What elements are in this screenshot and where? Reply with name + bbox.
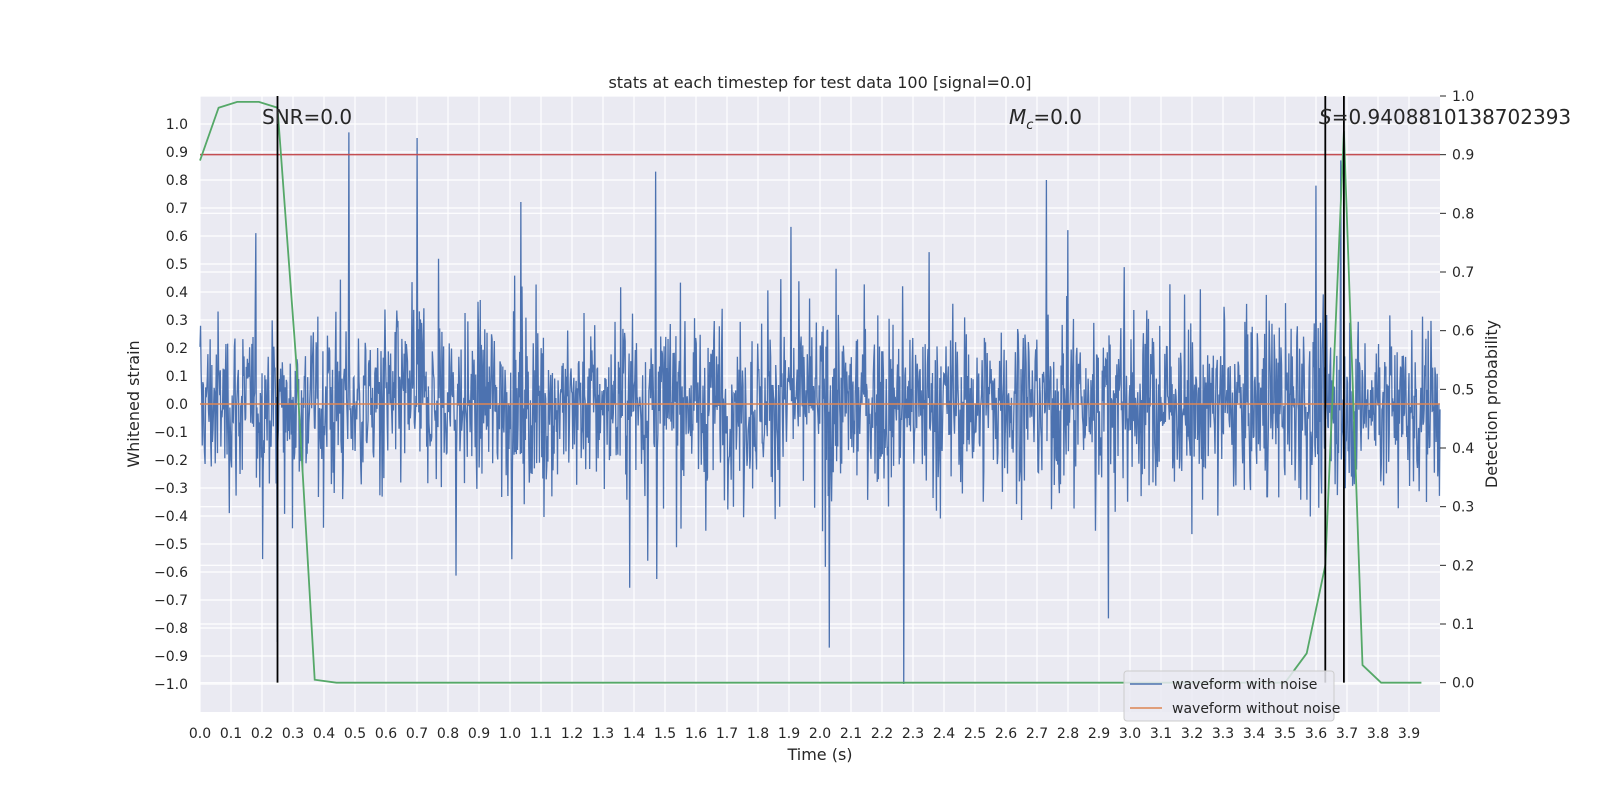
mc-annotation: Mc=0.0 xyxy=(1009,105,1082,133)
y-tick-label: −0.2 xyxy=(154,453,188,469)
y2-axis-label: Detection probability xyxy=(1482,320,1501,488)
y2-tick-label: 1.0 xyxy=(1452,89,1474,105)
y-axis-label: Whitened strain xyxy=(124,340,143,467)
y-tick-label: 0.0 xyxy=(166,397,188,413)
x-tick-label: 0.5 xyxy=(344,726,366,742)
legend-box xyxy=(1123,670,1335,722)
x-tick-label: 3.3 xyxy=(1212,726,1234,742)
y-tick-label: 0.6 xyxy=(166,229,188,245)
probability-line xyxy=(199,100,1422,684)
x-tick-label: 1.1 xyxy=(530,726,552,742)
x-axis-label: Time (s) xyxy=(786,745,852,764)
x-tick-label: 1.2 xyxy=(561,726,583,742)
x-tick-label: 1.8 xyxy=(747,726,769,742)
y-tick-label: 0.9 xyxy=(166,145,188,161)
x-tick-label: 0.7 xyxy=(406,726,428,742)
x-tick-label: 2.7 xyxy=(1026,726,1048,742)
y-tick-label: −0.5 xyxy=(154,537,188,553)
x-tick-label: 0.2 xyxy=(251,726,273,742)
y-tick-label: 0.7 xyxy=(166,201,188,217)
y-tick-label: 0.2 xyxy=(166,341,188,357)
y-tick-label: −0.6 xyxy=(154,565,188,581)
x-tick-label: 3.4 xyxy=(1243,726,1265,742)
y2-tick-label: 0.9 xyxy=(1452,148,1474,164)
snr-annotation: SNR=0.0 xyxy=(262,105,352,129)
legend: waveform with noise waveform without noi… xyxy=(1123,670,1340,722)
y-tick-label: −0.3 xyxy=(154,481,188,497)
x-tick-label: 0.4 xyxy=(313,726,335,742)
x-tick-label: 2.5 xyxy=(964,726,986,742)
y2-tick-label: 0.3 xyxy=(1452,500,1474,516)
x-tick-label: 2.0 xyxy=(809,726,831,742)
y-tick-label: 1.0 xyxy=(166,117,188,133)
legend-label-clean: waveform without noise xyxy=(1172,701,1340,717)
y-tick-label: −0.1 xyxy=(154,425,188,441)
x-tick-label: 1.0 xyxy=(499,726,521,742)
x-tick-label: 0.0 xyxy=(189,726,211,742)
x-tick-label: 2.9 xyxy=(1088,726,1110,742)
noise-waveform-line xyxy=(199,132,1441,685)
x-tick-label: 0.6 xyxy=(375,726,397,742)
x-tick-label: 3.1 xyxy=(1150,726,1172,742)
x-tick-label: 1.6 xyxy=(685,726,707,742)
x-tick-label: 0.3 xyxy=(282,726,304,742)
x-tick-label: 1.7 xyxy=(716,726,738,742)
x-tick-label: 3.6 xyxy=(1305,726,1327,742)
y-tick-label: −0.4 xyxy=(154,509,188,525)
x-tick-label: 2.4 xyxy=(933,726,955,742)
y-tick-label: −0.9 xyxy=(154,649,188,665)
x-tick-label: 2.2 xyxy=(871,726,893,742)
vertical-markers xyxy=(276,96,1345,683)
y-tick-label: 0.5 xyxy=(166,257,188,273)
x-tick-label: 3.0 xyxy=(1119,726,1141,742)
y-tick-label: 0.4 xyxy=(166,285,188,301)
y-tick-labels: 1.0 0.9 0.8 0.7 0.6 0.5 0.4 0.3 0.2 0.1 0.0 −0.1 −0.… xyxy=(154,117,188,693)
x-tick-label: 3.2 xyxy=(1181,726,1203,742)
y-tick-label: −0.7 xyxy=(154,593,188,609)
y2-tick-label: 0.0 xyxy=(1452,676,1474,692)
y2-tick-label: 0.6 xyxy=(1452,324,1474,340)
noise-series xyxy=(199,132,1441,685)
y2-tick-label: 0.5 xyxy=(1452,382,1474,398)
y2-tick-label: 0.8 xyxy=(1452,206,1474,222)
x-tick-label: 3.9 xyxy=(1398,726,1420,742)
y-tick-label: 0.1 xyxy=(166,369,188,385)
x-tick-labels: 0.0 0.1 0.2 0.3 0.4 0.5 0.6 0.7 0.8 0.9 1.0 1.1 1.2 1… xyxy=(189,726,1420,742)
x-tick-label: 1.5 xyxy=(654,726,676,742)
x-tick-label: 2.6 xyxy=(995,726,1017,742)
x-tick-label: 3.5 xyxy=(1274,726,1296,742)
x-tick-label: 3.8 xyxy=(1367,726,1389,742)
y2-tick-label: 0.4 xyxy=(1452,441,1474,457)
y-tick-label: −0.8 xyxy=(154,621,188,637)
y-tick-label: 0.3 xyxy=(166,313,188,329)
x-tick-label: 1.9 xyxy=(778,726,800,742)
x-tick-label: 2.3 xyxy=(902,726,924,742)
y-tick-label: 0.8 xyxy=(166,173,188,189)
x-tick-label: 0.8 xyxy=(437,726,459,742)
y-tick-label: −1.0 xyxy=(154,677,188,693)
y2-tick-label: 0.2 xyxy=(1452,558,1474,574)
y2-tick-labels: 1.0 0.9 0.8 0.7 0.6 0.5 0.4 0.3 0.2 0.1 0.0 xyxy=(1440,89,1474,692)
y2-tick-label: 0.7 xyxy=(1452,265,1474,281)
x-tick-label: 3.7 xyxy=(1336,726,1358,742)
x-tick-label: 2.8 xyxy=(1057,726,1079,742)
legend-label-noise: waveform with noise xyxy=(1172,677,1317,693)
x-tick-label: 1.4 xyxy=(623,726,645,742)
s-annotation: S=0.9408810138702393 xyxy=(1319,105,1571,129)
x-tick-label: 1.3 xyxy=(592,726,614,742)
x-tick-label: 0.1 xyxy=(220,726,242,742)
x-tick-label: 0.9 xyxy=(468,726,490,742)
x-tick-label: 2.1 xyxy=(840,726,862,742)
chart-title: stats at each timestep for test data 100… xyxy=(608,73,1031,92)
y2-tick-label: 0.1 xyxy=(1452,617,1474,633)
